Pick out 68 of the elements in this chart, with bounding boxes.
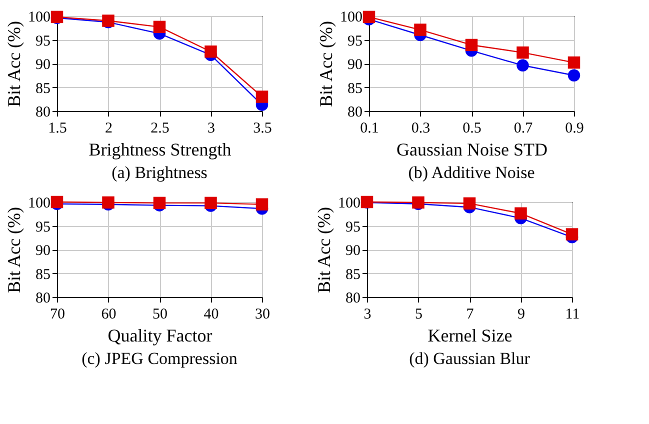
y-tick-label: 95: [36, 219, 50, 236]
x-axis-title: Gaussian Noise STD: [396, 140, 548, 160]
text: (a) Brightness: [112, 163, 208, 182]
y-tick-label: 90: [348, 57, 362, 73]
point: [414, 24, 426, 36]
point: [566, 228, 578, 240]
point: [465, 38, 478, 52]
x-tick-label: 60: [101, 306, 116, 322]
y-tick-label: 95: [348, 33, 362, 50]
x-tick-label: 0.7: [514, 120, 534, 136]
x-tick-label: 0.3: [411, 120, 430, 136]
text: (b) Additive Noise: [408, 163, 535, 182]
x-tick-label: 2.5: [150, 120, 170, 136]
y-tick-label: 100: [28, 10, 50, 26]
x-axis-title: Kernel Size: [428, 326, 512, 346]
point: [568, 69, 580, 82]
point: [362, 10, 376, 24]
x-tick-label: 11: [565, 306, 580, 322]
x-axis-title: Brightness Strength: [88, 140, 232, 160]
y-tick-label: 100: [28, 196, 50, 212]
y-tick-label: 85: [36, 80, 50, 97]
point: [256, 198, 268, 210]
y-tick-label: 95: [346, 219, 360, 236]
point: [516, 46, 529, 59]
y-tick-label: 80: [36, 290, 50, 306]
y-axis-title: Bit Acc (%): [314, 207, 334, 293]
x-tick-label: 5: [415, 306, 422, 322]
point: [514, 207, 527, 220]
x-tick-label: 7: [466, 306, 474, 322]
point: [153, 20, 166, 34]
y-tick-label: 90: [346, 243, 360, 259]
point: [463, 197, 476, 210]
y-tick-label: 95: [36, 33, 50, 50]
y-tick-label: 100: [338, 196, 360, 212]
point: [568, 56, 580, 69]
x-tick-label: 3: [364, 306, 372, 322]
y-tick-label: 90: [36, 243, 50, 259]
x-tick-label: 1.5: [48, 120, 67, 136]
point: [516, 59, 529, 72]
x-tick-label: 3: [208, 120, 215, 136]
y-tick-label: 85: [36, 266, 50, 283]
x-tick-label: 70: [50, 306, 65, 322]
point: [153, 196, 166, 210]
point: [204, 196, 217, 210]
y-tick-label: 85: [348, 80, 362, 97]
x-tick-label: 0.9: [565, 120, 584, 136]
x-tick-label: 2: [105, 120, 112, 136]
y-tick-label: 80: [348, 104, 362, 120]
y-tick-label: 85: [346, 266, 360, 283]
x-tick-label: 0.5: [462, 120, 482, 136]
y-tick-label: 80: [36, 104, 50, 120]
x-tick-label: 3.5: [253, 120, 272, 136]
y-axis-title: Bit Acc (%): [4, 207, 24, 293]
x-tick-label: 30: [255, 306, 270, 322]
x-tick-label: 40: [204, 306, 219, 322]
y-tick-label: 100: [340, 10, 362, 26]
x-tick-label: 50: [152, 306, 168, 322]
y-axis-title: Bit Acc (%): [4, 21, 24, 107]
y-tick-label: 80: [346, 290, 360, 306]
text: (d) Gaussian Blur: [409, 349, 530, 368]
point: [256, 90, 268, 103]
x-tick-label: 0.1: [360, 120, 379, 136]
x-axis-title: Quality Factor: [108, 326, 212, 346]
y-axis-title: Bit Acc (%): [316, 21, 336, 107]
point: [204, 46, 217, 58]
x-tick-label: 9: [518, 306, 525, 322]
text: (c) JPEG Compression: [82, 349, 238, 368]
y-tick-label: 90: [36, 57, 50, 73]
